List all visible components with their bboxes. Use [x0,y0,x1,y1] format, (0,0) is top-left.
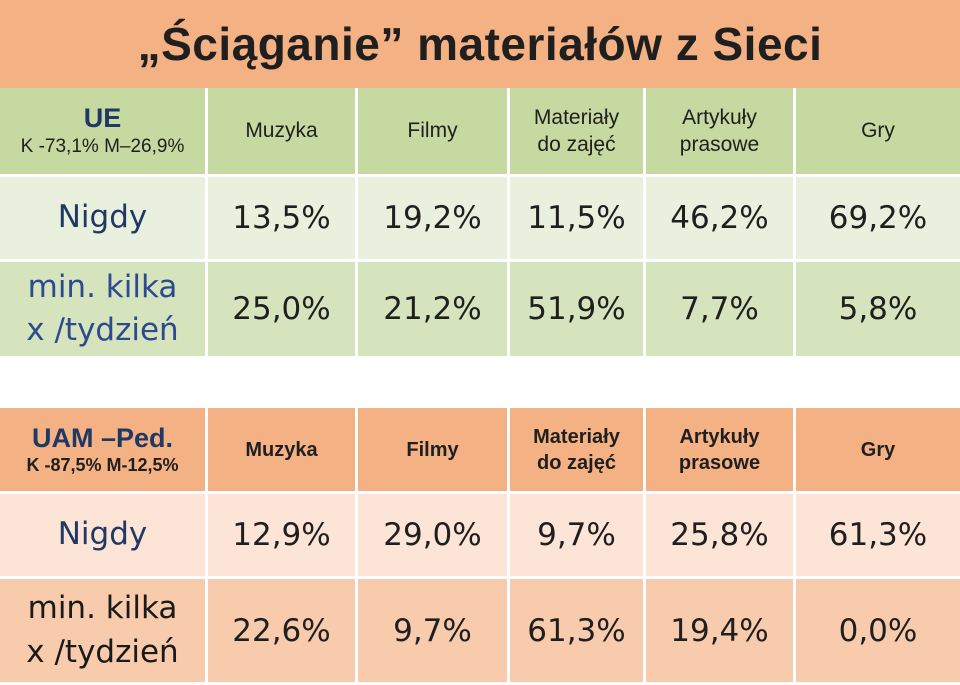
table-cell: 25,8% [646,494,796,579]
row-label-weekly: min. kilka x /tydzień [0,579,208,685]
table-cell: 21,2% [358,262,510,359]
table-cell: 19,4% [646,579,796,685]
column-header-artykuly: Artykuły prasowe [646,408,796,494]
table-cell: 61,3% [510,579,646,685]
table-cell: 11,5% [510,177,646,262]
table-cell: 7,7% [646,262,796,359]
group-subtitle: K -73,1% M–26,9% [20,135,185,157]
table-cell: 46,2% [646,177,796,262]
group-title: UAM –Ped. [31,422,174,453]
table-cell: 61,3% [796,494,960,579]
table-cell: 9,7% [358,579,510,685]
row-label-nigdy: Nigdy [0,494,208,579]
title-bar: „Ściąganie” materiałów z Sieci [0,0,960,88]
column-header-materialy: Materiały do zajęć [510,408,646,494]
row-label-weekly: min. kilka x /tydzień [0,262,208,359]
group-subtitle: K -87,5% M-12,5% [26,455,179,475]
table-cell: 13,5% [208,177,358,262]
row-label-nigdy: Nigdy [0,177,208,262]
column-header-artykuly: Artykuły prasowe [646,88,796,177]
table-cell: 51,9% [510,262,646,359]
group-header: UE K -73,1% M–26,9% [0,88,208,177]
column-header-gry: Gry [796,88,960,177]
table-row: min. kilka x /tydzień 25,0% 21,2% 51,9% … [0,262,960,359]
column-header-muzyka: Muzyka [208,408,358,494]
table-ue: UE K -73,1% M–26,9% Muzyka Filmy Materia… [0,88,960,359]
table-cell: 25,0% [208,262,358,359]
column-header-materialy: Materiały do zajęć [510,88,646,177]
table-row: Nigdy 13,5% 19,2% 11,5% 46,2% 69,2% [0,177,960,262]
page-title: „Ściąganie” materiałów z Sieci [137,18,823,70]
column-header-filmy: Filmy [358,88,510,177]
table-cell: 69,2% [796,177,960,262]
table-cell: 12,9% [208,494,358,579]
table-uam: UAM –Ped. K -87,5% M-12,5% Muzyka Filmy … [0,408,960,685]
column-header-gry: Gry [796,408,960,494]
group-title: UE [83,103,122,134]
column-header-filmy: Filmy [358,408,510,494]
table-cell: 9,7% [510,494,646,579]
table-cell: 5,8% [796,262,960,359]
table-header-row: UAM –Ped. K -87,5% M-12,5% Muzyka Filmy … [0,408,960,494]
table-row: min. kilka x /tydzień 22,6% 9,7% 61,3% 1… [0,579,960,685]
table-row: Nigdy 12,9% 29,0% 9,7% 25,8% 61,3% [0,494,960,579]
group-header: UAM –Ped. K -87,5% M-12,5% [0,408,208,494]
table-cell: 22,6% [208,579,358,685]
table-header-row: UE K -73,1% M–26,9% Muzyka Filmy Materia… [0,88,960,177]
column-header-muzyka: Muzyka [208,88,358,177]
table-cell: 19,2% [358,177,510,262]
table-cell: 0,0% [796,579,960,685]
table-cell: 29,0% [358,494,510,579]
